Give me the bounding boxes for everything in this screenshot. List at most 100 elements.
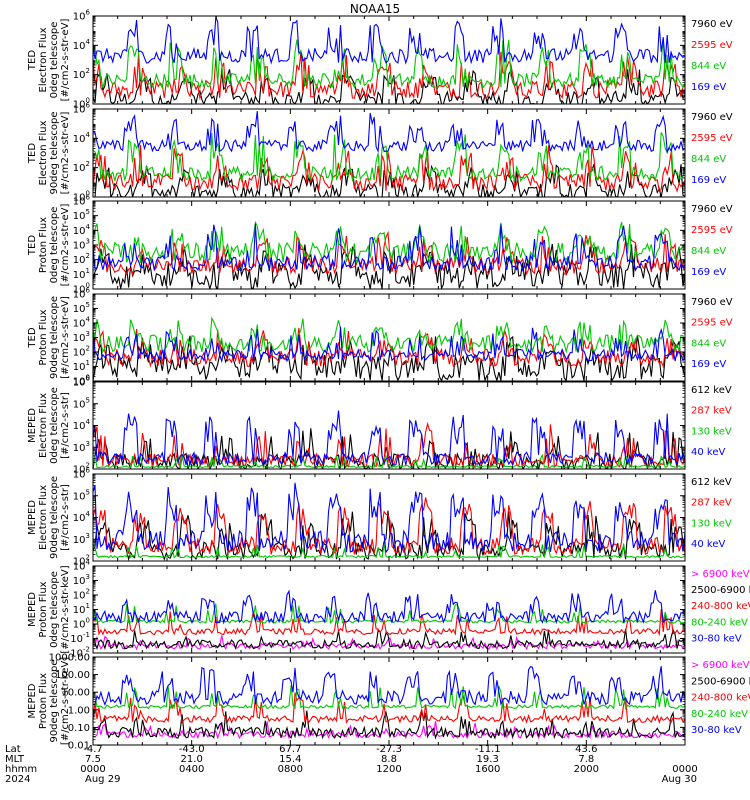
y-axis-label-line: MEPED	[27, 408, 38, 443]
legend-entry-4: 80-240 keV	[691, 709, 748, 720]
y-tick-label: 0.10	[68, 723, 90, 734]
y-axis-label: MEPED Electron Flux 90deg telescope [#/cm2-…	[27, 476, 71, 559]
y-axis-label-line: [#/cm2-s-str-eV]	[60, 204, 71, 287]
legend-entry-1: > 6900 keV	[691, 569, 750, 580]
y-axis-label-line: Electron Flux	[38, 393, 49, 458]
x-axis-row-label: Lat	[5, 744, 21, 755]
panel-4-plot-area	[93, 316, 685, 381]
y-tick-label: 101	[73, 602, 90, 616]
legend-entry-1: 7960 eV	[691, 297, 733, 308]
legend-entry-4: 40 keV	[691, 447, 725, 458]
y-axis-label-line: 0deg telescope	[49, 571, 60, 648]
x-tick-label: 43.6	[575, 744, 597, 755]
legend-entry-3: 240-800 keV	[691, 601, 750, 612]
series-line-4	[93, 603, 685, 625]
y-tick-label: 101	[73, 359, 90, 373]
legend-entry-5: 30-80 keV	[691, 633, 742, 644]
y-axis-label-line: Proton Flux	[38, 217, 49, 273]
legend-entry-1: 7960 eV	[691, 19, 733, 30]
legend-entry-2: 2500-6900 keV	[691, 676, 750, 687]
legend-entry-1: 7960 eV	[691, 112, 733, 123]
y-tick-label: 104	[73, 131, 91, 145]
series-line-2	[93, 497, 685, 556]
x-tick-label: 8.8	[381, 754, 397, 765]
y-tick-label: 102	[73, 67, 90, 81]
series-line-5	[93, 665, 685, 707]
y-tick-label: 100	[73, 374, 90, 388]
legend-entry-5: 30-80 keV	[691, 725, 742, 736]
y-tick-label: 104	[73, 510, 91, 524]
legend-entry-4: 40 keV	[691, 539, 725, 550]
y-tick-label: 103	[73, 238, 90, 252]
legend-entry-3: 844 eV	[691, 154, 726, 165]
series-line-2	[93, 327, 685, 369]
series-line-4	[93, 326, 685, 364]
y-axis-label-line: [#/cm2-s-str-eV]	[60, 296, 71, 379]
x-tick-label: 1600	[475, 764, 500, 775]
panel-3-plot-area	[93, 220, 685, 289]
y-tick-label: 106	[73, 9, 91, 23]
y-tick-label: 10-2	[70, 646, 90, 660]
y-tick-label: 102	[73, 160, 90, 174]
y-axis-label-line: MEPED	[27, 500, 38, 535]
y-tick-label: 106	[73, 375, 91, 389]
y-axis-label-line: MEPED	[27, 683, 38, 718]
panel-5-plot-area	[93, 410, 685, 469]
legend-entry-2: 287 keV	[691, 406, 732, 417]
x-tick-label: Aug 30	[662, 774, 697, 785]
y-axis-label: TED Electron Flux 0deg telescope [#/cm2-s-s…	[27, 19, 71, 102]
series-line-4	[93, 410, 685, 467]
x-tick-label: 1200	[376, 764, 401, 775]
x-tick-label: 67.7	[279, 744, 301, 755]
legend-entry-3: 844 eV	[691, 246, 726, 257]
legend-entry-3: 844 eV	[691, 338, 726, 349]
y-tick-label: 102	[73, 345, 90, 359]
legend-entry-4: 169 eV	[691, 359, 726, 370]
legend-entry-1: 7960 eV	[691, 204, 733, 215]
y-tick-label: 102	[73, 554, 90, 568]
y-tick-label: 103	[73, 330, 90, 344]
series-line-1	[93, 69, 685, 104]
legend-entry-4: 169 eV	[691, 175, 726, 186]
series-line-3	[93, 38, 685, 90]
x-tick-label: 15.4	[279, 754, 301, 765]
panel-6-plot-area	[93, 482, 685, 561]
series-line-2	[93, 421, 685, 469]
y-axis-label: TED Proton Flux 0deg telescope [#/cm2-s-str…	[27, 204, 71, 287]
y-axis-label-line: Proton Flux	[38, 309, 49, 365]
y-axis-label: TED Electron Flux 90deg telescope [#/cm2-s-…	[27, 111, 71, 194]
legend-entry-4: 80-240 keV	[691, 617, 748, 628]
y-tick-label: 104	[73, 418, 91, 432]
page-title: NOAA15	[349, 2, 401, 16]
panel-8-plot-area	[93, 665, 685, 740]
panel-frame	[92, 15, 686, 105]
legend-entry-1: 612 keV	[691, 477, 732, 488]
y-tick-label: 100	[73, 282, 90, 296]
legend-entry-3: 240-800 keV	[691, 693, 750, 704]
y-tick-label: 106	[73, 194, 91, 208]
y-tick-label: 101	[73, 267, 90, 281]
x-axis-row-label: MLT	[5, 754, 25, 765]
panel-2-plot-area	[93, 111, 685, 197]
legend-entry-2: 2595 eV	[691, 225, 733, 236]
y-tick-label: 103	[73, 440, 90, 454]
y-axis-label-line: 90deg telescope	[49, 111, 60, 194]
y-axis-label-line: [#/cm2-s-str-eV]	[60, 19, 71, 102]
series-line-2	[93, 710, 685, 740]
y-axis-label-line: TED	[27, 327, 38, 348]
series-line-4	[93, 223, 685, 272]
y-axis-label-line: 90deg telescope	[49, 476, 60, 559]
legend-entry-1: 612 keV	[691, 385, 732, 396]
y-tick-label: 104	[73, 223, 91, 237]
x-tick-label: Aug 29	[85, 774, 120, 785]
y-tick-label: 106	[73, 102, 91, 116]
y-tick-label: 106	[73, 287, 91, 301]
y-axis-label-line: [#/cm2-s-str]	[60, 484, 71, 551]
y-axis-label-line: [#/cm2-s-str-keV]	[60, 565, 71, 653]
series-line-2	[93, 230, 685, 277]
y-axis-label-line: 0deg telescope	[49, 207, 60, 284]
legend-entry-2: 2595 eV	[691, 318, 733, 329]
series-line-3	[93, 220, 685, 265]
